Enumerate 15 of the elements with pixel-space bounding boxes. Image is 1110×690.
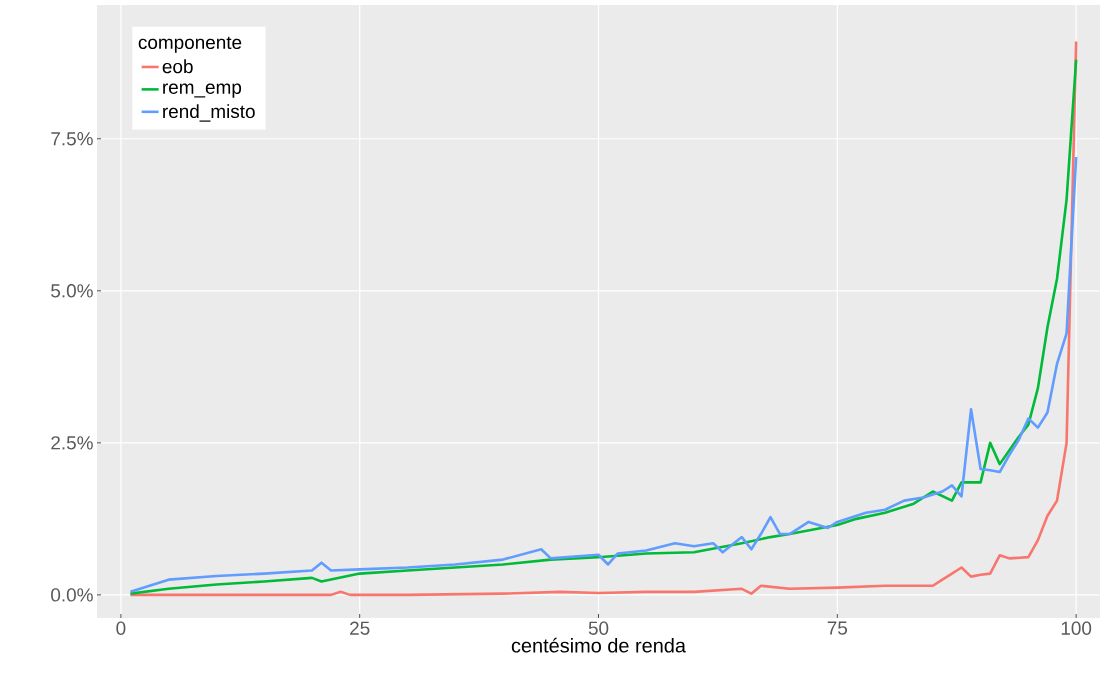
legend-title: componente [138,36,242,53]
x-tick-label: 50 [588,621,609,635]
y-tick-label: 0.0% [51,588,93,602]
legend-label: eob [162,59,193,74]
y-tick-label: 2.5% [51,436,93,450]
y-tick-label: 5.0% [51,284,93,298]
x-axis-title: centésimo de renda [511,637,686,653]
y-tick-label: 7.5% [51,132,93,146]
x-tick-label: 25 [350,621,370,635]
line-series [129,155,1078,594]
x-tick-label: 100 [1061,621,1092,635]
x-tick-label: 0 [116,621,126,635]
legend-label: rend_misto [163,104,255,122]
x-tick-label: 75 [827,621,848,635]
legend-label: rem_emp [163,83,242,98]
